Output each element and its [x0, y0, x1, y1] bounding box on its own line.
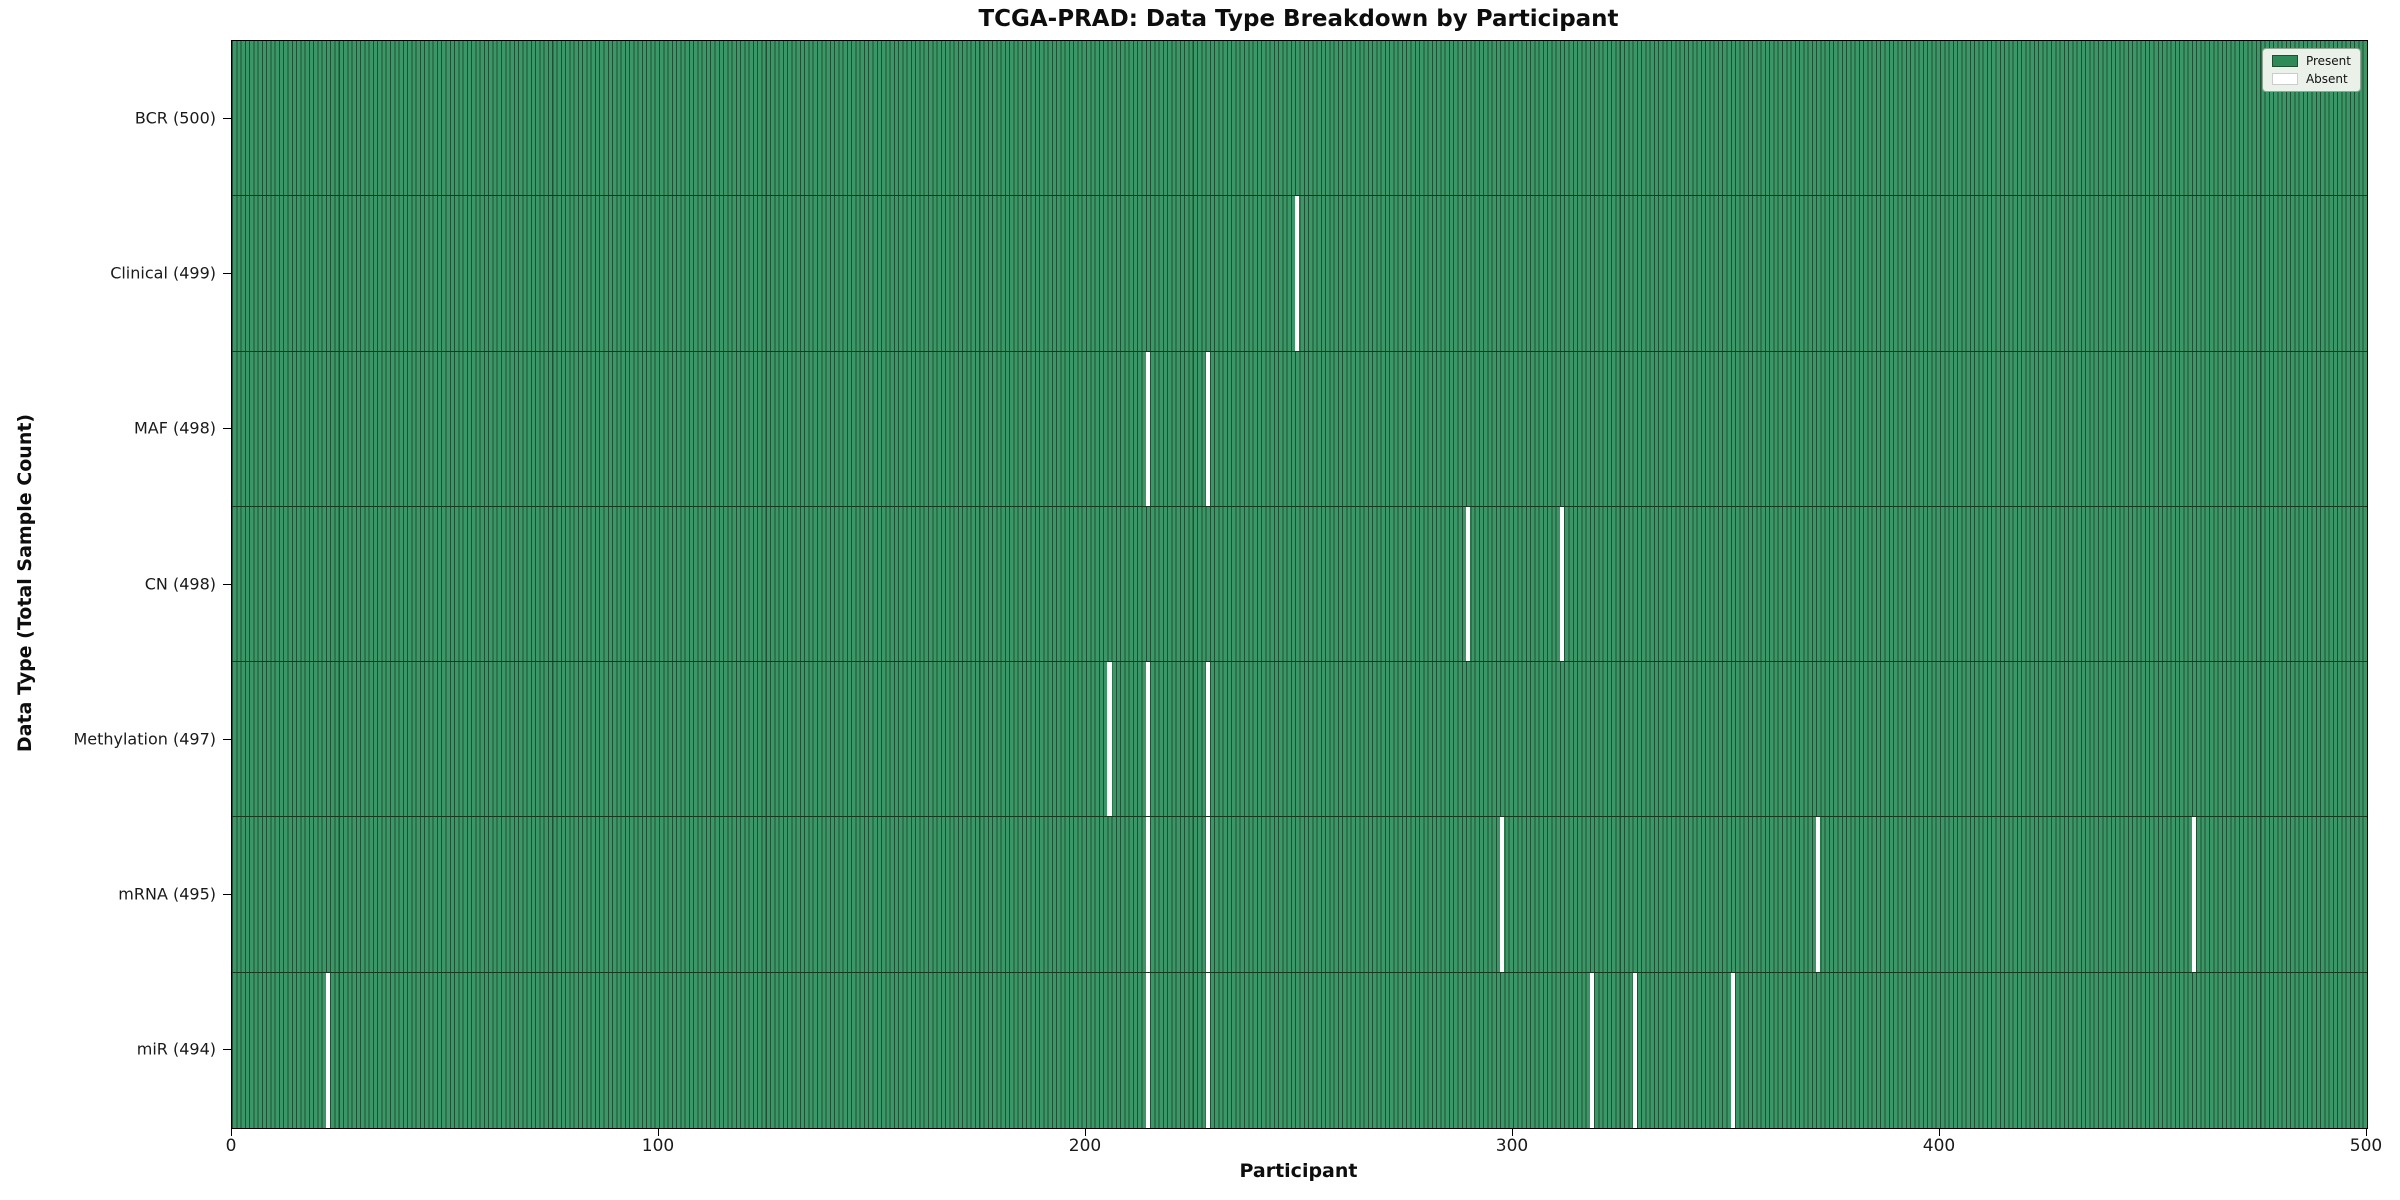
- x-tick-label-500: 500: [2349, 1136, 2383, 1156]
- legend-present-swatch: [2271, 55, 2298, 67]
- row-BCR: [232, 41, 2367, 197]
- absent-marker-miR-351: [1730, 972, 1736, 1128]
- x-tick-label-200: 200: [1068, 1136, 1102, 1156]
- absent-marker-Methylation-214: [1145, 662, 1151, 817]
- x-tick-mark: [1512, 1128, 1513, 1136]
- legend-item-absent: Absent: [2271, 72, 2351, 86]
- absent-marker-MAF-228: [1205, 351, 1210, 506]
- legend: Present Absent: [2261, 48, 2361, 92]
- y-tick-label-Clinical: Clinical (499): [110, 263, 216, 283]
- absent-marker-mRNA-228: [1205, 817, 1210, 972]
- x-tick-label-400: 400: [1922, 1136, 1956, 1156]
- y-tick-label-miR: miR (494): [136, 1039, 216, 1059]
- x-tick-mark: [1085, 1128, 1086, 1136]
- y-tick-mark: [223, 1049, 231, 1051]
- y-tick-mark: [223, 738, 231, 740]
- legend-item-present: Present: [2271, 54, 2351, 68]
- absent-marker-mRNA-371: [1816, 817, 1821, 972]
- absent-marker-mRNA-297: [1500, 817, 1505, 972]
- plot-area: Present Absent: [231, 40, 2368, 1129]
- presence-matrix: [232, 41, 2367, 1128]
- x-tick-label-100: 100: [641, 1136, 675, 1156]
- x-tick-mark: [231, 1128, 232, 1136]
- absent-marker-miR-228: [1205, 972, 1210, 1128]
- absent-marker-miR-328: [1632, 972, 1637, 1128]
- y-tick-label-MAF: MAF (498): [133, 418, 216, 438]
- absent-marker-mRNA-459: [2191, 817, 2197, 972]
- row-Clinical: [232, 196, 2367, 352]
- y-tick-mark: [223, 894, 231, 896]
- y-axis-title: Data Type (Total Sample Count): [14, 413, 36, 753]
- row-miR: [232, 972, 2367, 1128]
- y-tick-mark: [223, 272, 231, 274]
- y-tick-mark: [223, 583, 231, 585]
- absent-marker-CN-289: [1466, 506, 1471, 662]
- x-tick-label-300: 300: [1495, 1136, 1529, 1156]
- y-tick-label-BCR: BCR (500): [134, 108, 216, 128]
- chart-title: TCGA-PRAD: Data Type Breakdown by Partic…: [978, 6, 1619, 32]
- x-tick-mark: [2366, 1128, 2367, 1136]
- row-CN: [232, 506, 2367, 663]
- y-tick-mark: [223, 117, 231, 119]
- x-tick-mark: [658, 1128, 659, 1136]
- legend-present-label: Present: [2305, 54, 2351, 68]
- absent-marker-Methylation-205: [1107, 662, 1112, 817]
- x-tick-label-0: 0: [225, 1136, 237, 1156]
- absent-marker-miR-22: [325, 972, 331, 1128]
- absent-marker-Clinical-249: [1295, 196, 1300, 351]
- row-mRNA: [232, 817, 2367, 973]
- absent-marker-CN-311: [1559, 506, 1565, 662]
- absent-marker-miR-318: [1589, 972, 1595, 1128]
- x-tick-mark: [1939, 1128, 1940, 1136]
- absent-marker-Methylation-228: [1205, 662, 1210, 817]
- absent-marker-mRNA-214: [1145, 817, 1151, 972]
- y-tick-mark: [223, 428, 231, 430]
- row-MAF: [232, 351, 2367, 507]
- legend-absent-label: Absent: [2305, 72, 2348, 86]
- legend-absent-swatch: [2271, 73, 2298, 85]
- y-tick-label-Methylation: Methylation (497): [73, 729, 216, 749]
- y-tick-label-mRNA: mRNA (495): [118, 884, 216, 904]
- x-axis-title: Participant: [1239, 1160, 1358, 1182]
- absent-marker-MAF-214: [1145, 351, 1151, 506]
- absent-marker-miR-214: [1145, 972, 1151, 1128]
- y-tick-label-CN: CN (498): [144, 574, 216, 593]
- row-Methylation: [232, 662, 2367, 818]
